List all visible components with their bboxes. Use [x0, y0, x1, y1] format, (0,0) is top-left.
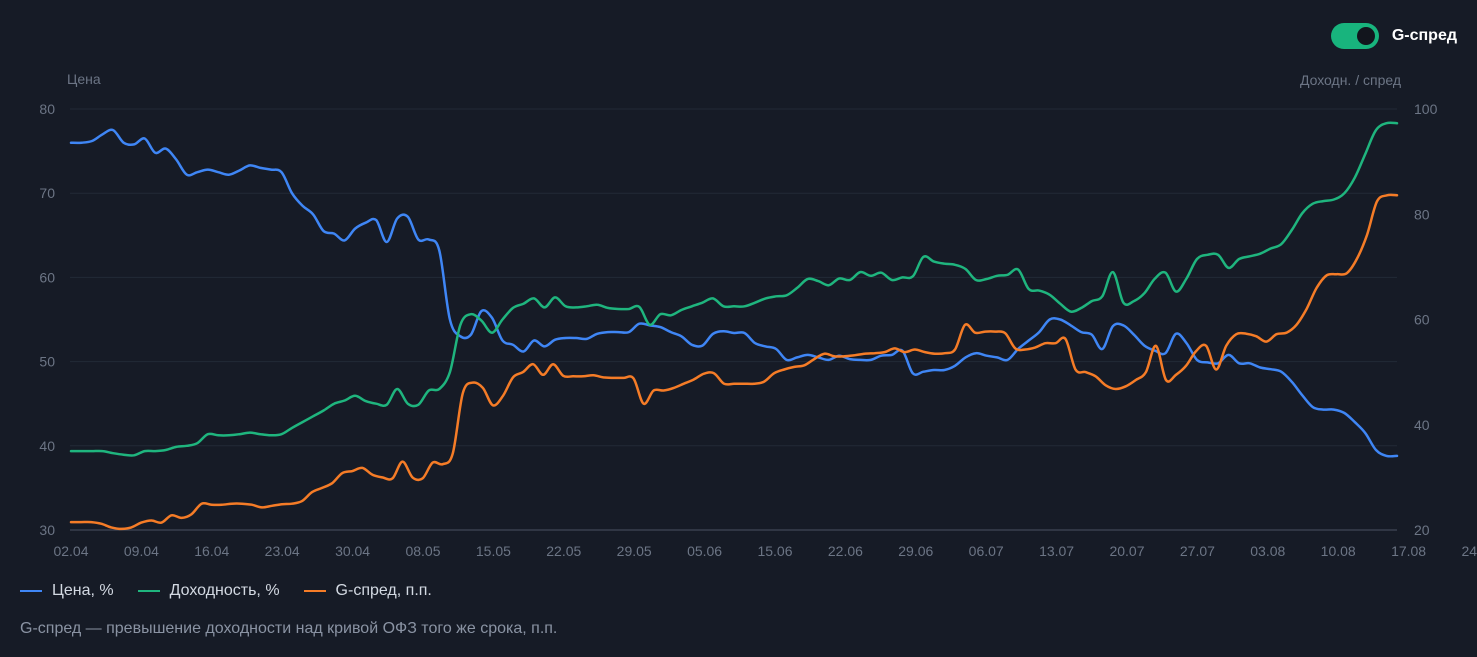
toggle-switch[interactable] — [1330, 23, 1379, 49]
x-tick-label: 03.08 — [1250, 543, 1285, 559]
grid — [70, 108, 1397, 447]
legend-swatch-yield — [137, 590, 160, 592]
left-tick-label: 60 — [39, 269, 55, 285]
left-tick-label: 40 — [39, 438, 55, 454]
x-tick-label: 06.07 — [969, 543, 1004, 559]
left-tick-label: 50 — [39, 354, 55, 370]
legend-swatch-price — [20, 590, 42, 592]
series-line-spread — [69, 193, 1399, 531]
x-tick-label: 16.04 — [194, 543, 229, 559]
right-axis-title: Доходн. / спред — [1300, 72, 1401, 88]
x-tick-label: 13.07 — [1039, 543, 1074, 559]
left-tick-label: 30 — [39, 522, 55, 538]
x-tick-label: 02.04 — [53, 543, 88, 559]
x-tick-label: 22.06 — [828, 543, 863, 559]
x-tick-label: 17.08 — [1391, 543, 1426, 559]
left-tick-label: 70 — [39, 185, 55, 201]
x-tick-label: 20.07 — [1109, 543, 1144, 559]
legend: Цена, % Доходность, % G-спред, п.п. — [20, 582, 432, 600]
legend-label-yield: Доходность, % — [169, 582, 280, 599]
x-tick-label: 24.08 — [1461, 543, 1477, 559]
x-tick-label: 09.04 — [124, 543, 159, 559]
left-axis-title: Цена — [67, 71, 101, 87]
x-tick-label: 27.07 — [1180, 543, 1215, 559]
legend-label-spread: G-спред, п.п. — [335, 582, 432, 599]
series-line-yield — [69, 121, 1399, 457]
axes: 30 40 50 60 70 80 20 40 60 80 100 Цена Доходн. / спр… — [39, 71, 1477, 559]
x-tick-label: 15.06 — [757, 543, 792, 559]
x-tick-label: 15.05 — [476, 543, 511, 559]
series-line-price — [69, 128, 1399, 458]
x-tick-label: 08.05 — [405, 543, 440, 559]
right-tick-label: 100 — [1414, 101, 1438, 117]
series-lines — [69, 121, 1399, 531]
x-tick-label: 29.06 — [898, 543, 933, 559]
toggle-label: G-спред — [1391, 27, 1457, 44]
x-tick-label: 30.04 — [335, 543, 370, 559]
left-tick-label: 80 — [39, 101, 55, 117]
x-tick-label: 23.04 — [265, 543, 300, 559]
g-spread-toggle[interactable]: G-спред — [1330, 21, 1457, 51]
x-tick-label: 22.05 — [546, 543, 581, 559]
x-tick-label: 05.06 — [687, 543, 722, 559]
legend-swatch-spread — [303, 590, 326, 592]
x-tick-label: 10.08 — [1321, 543, 1356, 559]
legend-item-yield[interactable]: Доходность, % — [137, 582, 280, 600]
footnote: G-спред — превышение доходности над крив… — [20, 620, 558, 637]
legend-item-spread[interactable]: G-спред, п.п. — [303, 582, 432, 600]
right-tick-label: 60 — [1414, 312, 1430, 328]
right-tick-label: 20 — [1414, 522, 1430, 538]
right-tick-label: 40 — [1414, 417, 1430, 433]
toggle-knob — [1356, 27, 1375, 45]
legend-label-price: Цена, % — [52, 582, 114, 599]
right-tick-label: 80 — [1414, 206, 1430, 222]
x-tick-label: 29.05 — [617, 543, 652, 559]
legend-item-price[interactable]: Цена, % — [20, 582, 114, 600]
